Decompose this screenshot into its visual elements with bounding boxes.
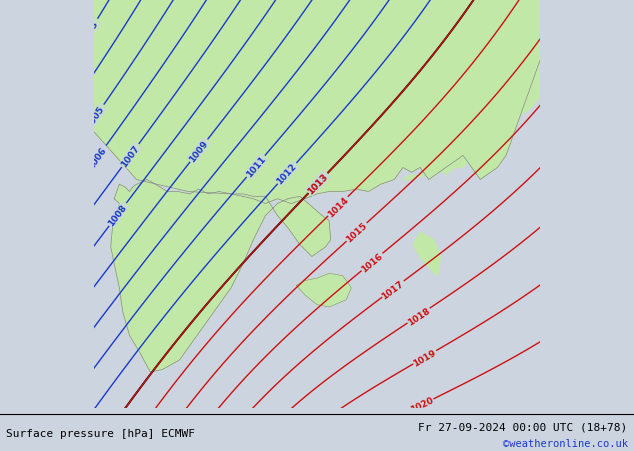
Text: 1011: 1011 bbox=[244, 155, 268, 179]
Text: 1007: 1007 bbox=[119, 143, 141, 169]
Text: 1013: 1013 bbox=[306, 172, 330, 196]
Polygon shape bbox=[111, 180, 331, 372]
Text: 1015: 1015 bbox=[344, 221, 369, 244]
Text: 1012: 1012 bbox=[275, 162, 299, 186]
Polygon shape bbox=[413, 233, 441, 276]
Text: 1004: 1004 bbox=[59, 97, 81, 122]
Text: Fr 27-09-2024 00:00 UTC (18+78): Fr 27-09-2024 00:00 UTC (18+78) bbox=[418, 421, 628, 431]
Polygon shape bbox=[296, 274, 351, 307]
Polygon shape bbox=[94, 0, 540, 204]
Text: 1006: 1006 bbox=[87, 145, 108, 170]
Text: 1014: 1014 bbox=[326, 195, 350, 219]
Polygon shape bbox=[403, 0, 540, 180]
Text: 1010: 1010 bbox=[63, 341, 86, 366]
Text: 1020: 1020 bbox=[408, 396, 435, 414]
Text: 1008: 1008 bbox=[107, 202, 129, 228]
Text: Surface pressure [hPa] ECMWF: Surface pressure [hPa] ECMWF bbox=[6, 428, 195, 438]
Text: 1018: 1018 bbox=[406, 305, 431, 327]
Text: 1003: 1003 bbox=[79, 19, 100, 45]
Text: 1019: 1019 bbox=[411, 347, 438, 368]
Text: ©weatheronline.co.uk: ©weatheronline.co.uk bbox=[503, 438, 628, 448]
Text: 1005: 1005 bbox=[85, 105, 107, 130]
Text: 1017: 1017 bbox=[380, 278, 406, 300]
Text: 1013: 1013 bbox=[306, 172, 330, 196]
Text: 1016: 1016 bbox=[359, 251, 384, 274]
Text: 1009: 1009 bbox=[188, 139, 210, 164]
